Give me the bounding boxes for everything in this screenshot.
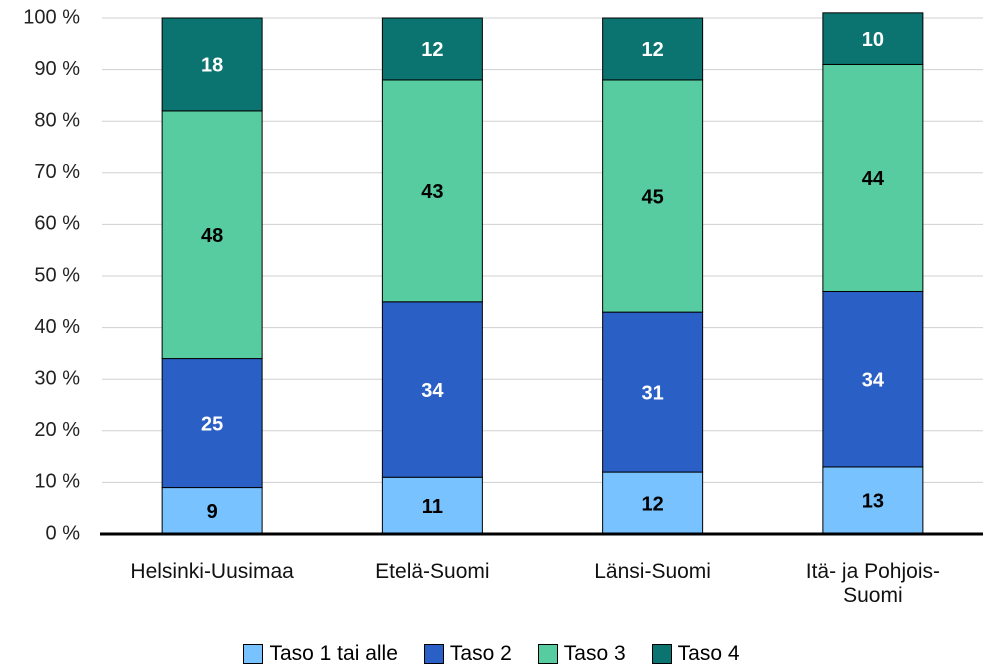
x-tick-label: Itä- ja Pohjois-Suomi [805,560,940,607]
legend-item: Taso 1 tai alle [243,642,398,666]
bar-segment [381,476,483,535]
bar-segment [822,63,924,292]
data-label: 25 [201,413,223,435]
y-tick-label: 20 % [34,419,80,441]
x-tick-label: Etelä-Suomi [375,560,490,583]
bar-segment [161,110,263,360]
data-label: 44 [862,168,885,190]
data-label: 48 [201,225,223,247]
bar-segment [381,301,483,478]
data-label: 31 [642,382,664,404]
data-label: 11 [422,496,443,518]
data-label: 45 [642,186,664,208]
x-tick-label: Länsi-Suomi [594,560,711,583]
y-tick-label: 100 % [23,6,80,28]
legend-label: Taso 4 [677,642,740,665]
data-label: 12 [642,39,664,61]
bar-segment [602,17,704,81]
data-label: 18 [201,55,223,77]
x-tick-label: Helsinki-Uusimaa [130,560,294,583]
bar-segment [822,12,924,65]
legend-label: Taso 3 [563,642,626,665]
bar-segment [602,471,704,535]
legend: Taso 1 tai alle Taso 2 Taso 3 Taso 4 [0,642,983,666]
bar-segment [161,17,263,112]
legend-swatch [537,644,558,664]
legend-label: Taso 1 tai alle [269,642,398,665]
data-label: 10 [862,29,884,51]
legend-swatch [243,644,264,664]
bar-segment [381,17,483,81]
y-tick-label: 30 % [34,367,80,389]
y-tick-label: 60 % [34,213,80,235]
bar-segment [822,466,924,535]
y-tick-label: 50 % [34,264,80,286]
bar-segment [602,79,704,313]
legend-swatch [651,644,672,664]
legend-item: Taso 4 [651,642,740,666]
legend-item: Taso 3 [537,642,626,666]
data-label: 9 [207,501,218,523]
data-label: 43 [421,181,443,203]
y-tick-label: 40 % [34,316,80,338]
y-tick-label: 0 % [46,522,81,544]
data-label: 12 [642,493,664,515]
data-label: 12 [421,39,443,61]
y-tick-label: 90 % [34,58,80,80]
y-tick-label: 70 % [34,161,80,183]
bar-segment [822,290,924,468]
data-label: 13 [862,491,884,513]
legend-item: Taso 2 [423,642,512,666]
y-tick-label: 10 % [34,471,80,493]
bar-segment [602,311,704,473]
legend-label: Taso 2 [449,642,512,665]
data-label: 34 [862,369,885,391]
data-label: 34 [421,380,444,402]
bar-segment [381,79,483,303]
y-tick-label: 80 % [34,109,80,131]
legend-swatch [423,644,444,664]
